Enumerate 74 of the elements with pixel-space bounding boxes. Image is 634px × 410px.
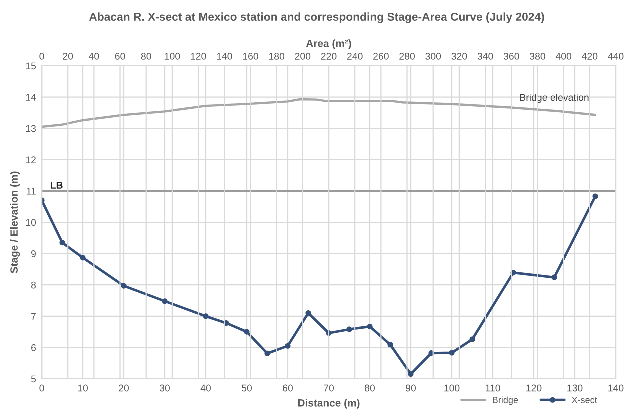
x-tick-label: 30	[160, 384, 170, 392]
point	[346, 326, 352, 332]
y-tick-label: 5	[31, 376, 36, 383]
point	[285, 343, 291, 349]
x-tick-label: 10	[78, 384, 88, 392]
x2-tick-label: 80	[141, 53, 152, 60]
point	[121, 283, 127, 289]
x2-tick-label: 300	[426, 53, 442, 60]
x2-tick-label: 40	[89, 53, 100, 60]
point	[306, 310, 312, 316]
x-tick-label: 0	[40, 384, 44, 392]
y-tick-label: 6	[32, 344, 36, 352]
x2-tick-label: 260	[374, 53, 389, 60]
x2-tick-label: 360	[504, 53, 520, 60]
x-tick-label: 70	[324, 384, 334, 392]
x2-tick-label: 240	[347, 53, 363, 60]
x-tick-label: 50	[242, 384, 252, 392]
x2-tick-label: 60	[115, 53, 126, 60]
x2-tick-label: 280	[400, 53, 416, 60]
x-tick-label: 90	[406, 384, 416, 392]
point	[162, 298, 168, 304]
chart-title: Abacan R. X-sect at Mexico station and corresponding Stage-Area Curve (July 2024)	[89, 12, 544, 24]
x-axis-title: Distance (m)	[298, 399, 360, 409]
y-tick-label: 14	[26, 94, 36, 101]
x2-tick-label: 440	[608, 53, 624, 60]
x2-tick-label: 400	[556, 53, 572, 60]
x2-tick-label: 220	[321, 53, 337, 60]
x-tick-label: 100	[444, 384, 460, 392]
x2-tick-label: 320	[452, 53, 468, 60]
y-tick-label: 11	[27, 188, 36, 195]
x-tick-label: 110	[486, 384, 500, 392]
point	[203, 314, 209, 320]
x-tick-label: 80	[365, 384, 376, 392]
legend-label: Bridge	[493, 396, 518, 406]
y-tick-label: 8	[31, 282, 36, 289]
x-tick-label: 40	[200, 384, 212, 392]
x2-tick-label: 20	[63, 53, 74, 60]
x2-tick-label: 0	[40, 53, 44, 60]
x2-tick-label: 120	[191, 53, 206, 60]
y-tick-label: 10	[26, 219, 36, 226]
point	[470, 336, 476, 342]
point	[408, 372, 414, 378]
y-tick-label: 15	[26, 62, 36, 70]
x2-tick-label: 140	[217, 53, 232, 60]
x-tick-label: 130	[568, 384, 583, 392]
y-tick-label: 9	[31, 250, 36, 258]
x2-tick-label: 200	[295, 53, 311, 60]
x2-tick-label: 380	[530, 53, 546, 60]
y-axis-title: Stage / Elevation (m)	[10, 172, 20, 274]
y-tick-label: 13	[26, 125, 36, 132]
point	[80, 255, 86, 261]
x2-tick-label: 340	[478, 53, 494, 60]
point	[592, 194, 598, 200]
x2-tick-label: 160	[243, 53, 258, 60]
point	[367, 324, 373, 330]
point	[264, 350, 270, 356]
y-tick-label: 12	[26, 156, 36, 164]
annotation: Bridge elevation	[520, 94, 589, 104]
x-tick-label: 60	[283, 384, 294, 392]
x-tick-label: 20	[119, 384, 130, 392]
point	[244, 329, 250, 335]
x2-tick-label: 100	[165, 53, 180, 60]
point	[60, 240, 66, 246]
point	[552, 274, 558, 280]
point	[449, 350, 455, 356]
point	[388, 342, 394, 348]
x-tick-label: 120	[526, 384, 542, 392]
x2-axis-title: Area (m²)	[306, 40, 352, 50]
x2-tick-label: 180	[269, 53, 285, 60]
x2-tick-label: 420	[582, 53, 598, 60]
y-tick-label: 7	[32, 313, 36, 320]
legend-label: X-sect	[572, 397, 598, 404]
annotation: LB	[50, 182, 63, 189]
x-tick-label: 140	[608, 384, 624, 392]
